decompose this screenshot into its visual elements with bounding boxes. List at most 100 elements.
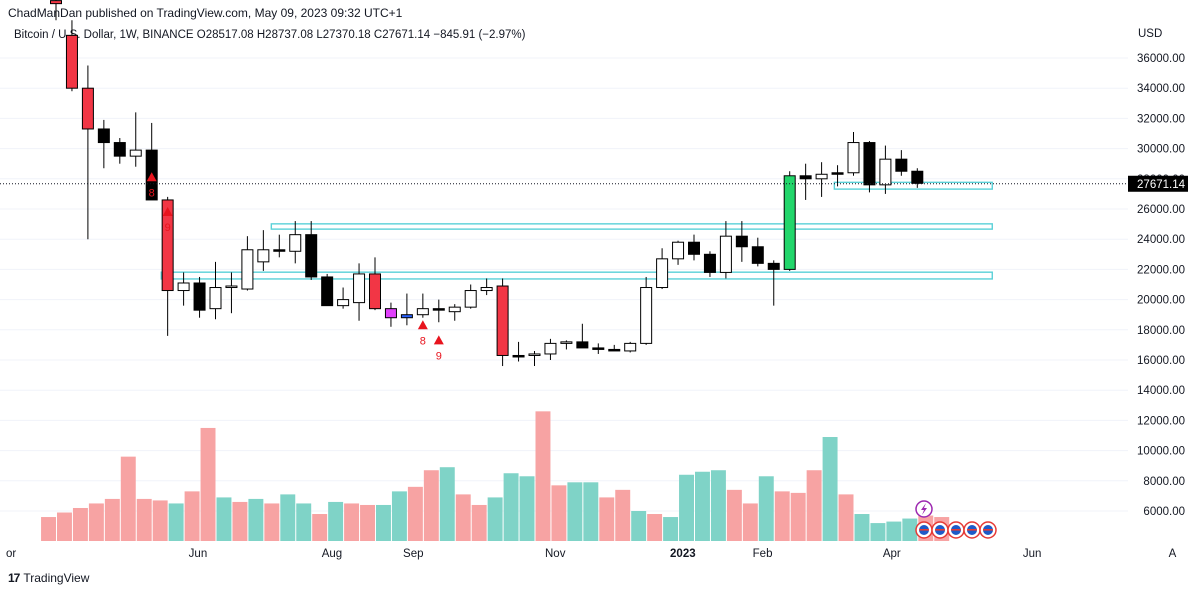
lightning-glyph xyxy=(921,503,927,515)
candle-body xyxy=(129,149,142,157)
candle-body xyxy=(815,173,828,180)
volume-bar xyxy=(184,491,200,541)
volume-bar xyxy=(886,521,902,541)
candle-body xyxy=(209,287,222,310)
volume-bar xyxy=(726,489,742,541)
candle-body xyxy=(416,308,429,316)
signal-count: 8 xyxy=(420,335,426,347)
zone-rectangle xyxy=(270,223,993,230)
candle-body xyxy=(161,199,174,292)
candle-body xyxy=(688,241,700,255)
price-axis[interactable]: USD36000.0034000.0032000.0030000.0028000… xyxy=(1128,28,1188,518)
candle-body xyxy=(384,308,397,319)
volume-bar xyxy=(551,485,567,541)
volume-bar xyxy=(806,470,822,541)
volume-bar xyxy=(663,517,679,541)
volume-bar xyxy=(758,476,774,541)
volume-bar xyxy=(136,498,152,541)
signal-count: 8 xyxy=(149,187,155,199)
price-tick-label: 14000.00 xyxy=(1137,385,1185,397)
volume-bar xyxy=(599,497,615,541)
candle-body xyxy=(847,142,860,174)
candle-body xyxy=(225,285,238,289)
candle-body xyxy=(624,342,637,352)
candles xyxy=(50,0,924,367)
volume-bar xyxy=(152,500,168,541)
volume-bar xyxy=(391,491,407,541)
signal-count: 9 xyxy=(165,222,171,234)
event-icons xyxy=(915,500,997,539)
candle-body xyxy=(863,142,876,186)
volume-bar xyxy=(471,504,487,541)
candle-body xyxy=(273,249,286,252)
candle-body xyxy=(608,348,621,352)
time-tick-label: 2023 xyxy=(670,548,696,560)
candle-body xyxy=(65,34,78,89)
signal-triangle xyxy=(433,335,444,345)
flag-stripe xyxy=(935,529,945,531)
time-tick-label: or xyxy=(6,548,16,560)
signal-count: 9 xyxy=(436,350,442,362)
volume-bar xyxy=(168,503,184,541)
price-tick-label: 10000.00 xyxy=(1137,446,1185,458)
volume-bar xyxy=(264,503,280,541)
price-tick-label: 36000.00 xyxy=(1137,53,1185,65)
tradingview-logo[interactable]: 17 TradingView xyxy=(8,571,89,585)
candle-body xyxy=(113,142,126,157)
candle-body xyxy=(672,241,685,260)
candle-body xyxy=(592,347,605,350)
volume-bar xyxy=(423,470,439,541)
volume-bar xyxy=(710,470,726,541)
time-tick-label: Feb xyxy=(753,548,773,560)
time-tick-label: Jun xyxy=(189,548,208,560)
volume-bar xyxy=(902,518,918,541)
price-tick-label: 16000.00 xyxy=(1137,355,1185,367)
candle-body xyxy=(783,175,796,270)
candle-body xyxy=(480,287,493,292)
signal-triangle xyxy=(146,172,157,182)
price-tick-label: 6000.00 xyxy=(1143,506,1185,518)
time-tick-label: Apr xyxy=(883,548,901,560)
flag-stripe xyxy=(919,529,929,531)
time-axis[interactable]: or Jun Aug Sep Nov 2023 Feb Apr Jun A xyxy=(6,548,1177,560)
signal-triangle xyxy=(417,320,428,330)
price-tick-label: 34000.00 xyxy=(1137,83,1185,95)
volume-bar xyxy=(41,517,56,541)
candle-body xyxy=(241,249,254,290)
time-tick-label: Nov xyxy=(545,548,566,560)
volume-bar xyxy=(870,523,886,541)
volume-bar xyxy=(790,492,806,541)
volume-bar xyxy=(360,504,375,541)
volume-bar xyxy=(854,514,870,541)
volume-bar xyxy=(583,482,599,541)
candle-body xyxy=(656,258,669,289)
candle-body xyxy=(576,341,589,349)
candle-body xyxy=(400,314,413,319)
volume-bar xyxy=(519,476,535,541)
volume-bar xyxy=(647,514,663,541)
price-tick-label: 20000.00 xyxy=(1137,295,1185,307)
volume-bar xyxy=(104,498,120,541)
candle-body xyxy=(369,273,381,310)
price-tick-label: 18000.00 xyxy=(1137,325,1185,337)
candle-body xyxy=(895,158,908,172)
tradingview-logo-icon: 17 xyxy=(8,571,20,585)
price-tick-label: 8000.00 xyxy=(1143,476,1185,488)
volume-bar xyxy=(567,482,583,541)
volume-bar xyxy=(407,486,423,541)
candle-body xyxy=(831,172,844,175)
candle-body xyxy=(719,235,732,273)
volume-bar xyxy=(695,471,710,541)
volume-bar xyxy=(455,494,471,541)
candle-body xyxy=(735,235,748,248)
publisher-line: ChadManDan published on TradingView.com,… xyxy=(8,6,403,20)
candle-body xyxy=(496,285,509,356)
volume-bar xyxy=(439,467,455,541)
volume-bar xyxy=(200,427,216,541)
volume-bar xyxy=(535,411,551,541)
volume-bars xyxy=(41,411,950,541)
candle-body xyxy=(448,306,461,313)
volume-bar xyxy=(120,456,136,541)
